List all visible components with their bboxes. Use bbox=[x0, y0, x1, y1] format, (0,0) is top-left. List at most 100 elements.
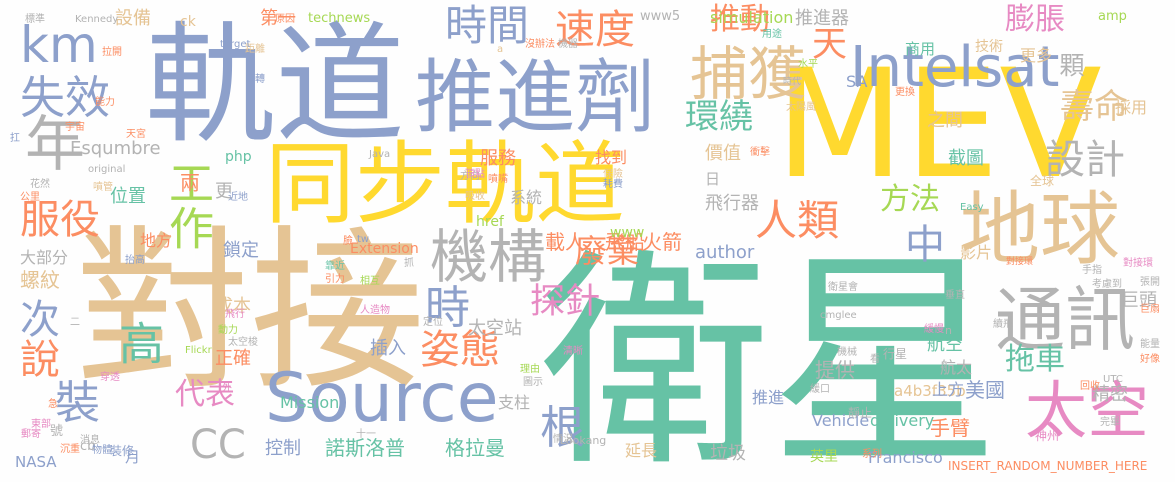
cloud-word: 支柱 bbox=[498, 393, 531, 412]
cloud-word: 通訊 bbox=[995, 279, 1135, 361]
cloud-word: 系列 bbox=[862, 449, 882, 460]
cloud-word: a4b3f35b bbox=[894, 382, 966, 400]
cloud-word: 捕獲 bbox=[690, 40, 807, 108]
cloud-word: 方向 bbox=[460, 171, 480, 182]
cloud-word: 郵寄 bbox=[21, 429, 41, 440]
cloud-word: 第一 bbox=[260, 8, 296, 29]
cloud-word: 東部 bbox=[31, 419, 51, 430]
cloud-word: amp bbox=[1098, 9, 1127, 24]
cloud-word: 物體 bbox=[92, 445, 112, 456]
cloud-word: Intelsat bbox=[850, 35, 1060, 100]
cloud-word: 機構 bbox=[430, 223, 547, 291]
cloud-word: 鎖定 bbox=[223, 240, 259, 261]
cloud-word: 速度 bbox=[555, 7, 635, 53]
cloud-word: 天宮 bbox=[126, 129, 146, 140]
cloud-word: a bbox=[497, 44, 504, 55]
cloud-word: 圖示 bbox=[523, 377, 543, 388]
cloud-word: 推進劑 bbox=[415, 51, 655, 144]
cloud-word: 衝擊 bbox=[750, 147, 770, 158]
cloud-word: 影片 bbox=[960, 243, 993, 262]
cloud-word: 航空 bbox=[927, 334, 963, 355]
cloud-word: 全球 bbox=[1030, 174, 1055, 188]
cloud-word: 考慮到 bbox=[1092, 279, 1122, 290]
cloud-word: target bbox=[220, 39, 251, 50]
cloud-word: 太空站 bbox=[468, 318, 522, 339]
cloud-word: km bbox=[20, 16, 98, 74]
cloud-word: 裝 bbox=[55, 376, 101, 429]
cloud-word: 推進 bbox=[752, 388, 785, 407]
cloud-word: 機器 bbox=[558, 39, 578, 50]
cloud-word: 飛行 bbox=[225, 309, 245, 320]
cloud-word: 控制 bbox=[265, 438, 301, 459]
cloud-word: 理由 bbox=[520, 364, 540, 375]
cloud-word: 天 bbox=[806, 25, 846, 60]
cloud-word: Lookang bbox=[560, 434, 607, 447]
cloud-word: 穿透 bbox=[100, 372, 120, 383]
cloud-word: 位置 bbox=[110, 186, 146, 207]
cloud-word: 沒辦法 bbox=[525, 39, 555, 50]
cloud-word: 行星 bbox=[883, 347, 908, 361]
cloud-word: 垃圾 bbox=[710, 443, 746, 464]
cloud-word: 號 bbox=[50, 424, 64, 439]
cloud-word: delivery bbox=[870, 411, 935, 430]
cloud-word: 外 bbox=[222, 383, 232, 394]
cloud-word: Kennedy bbox=[75, 14, 119, 25]
cloud-word: 方法 bbox=[880, 182, 940, 217]
cloud-word: 續飛 bbox=[993, 319, 1013, 330]
cloud-word: 急 bbox=[48, 399, 58, 410]
cloud-word: 更 bbox=[215, 181, 233, 202]
cloud-word: 保險 bbox=[603, 169, 623, 180]
cloud-word: 消息 bbox=[80, 435, 100, 446]
cloud-word: 插入 bbox=[370, 338, 406, 359]
cloud-word: 同步軌道 bbox=[265, 132, 625, 237]
cloud-word: 近地 bbox=[228, 192, 248, 203]
cloud-word: SA bbox=[846, 72, 868, 91]
cloud-word: 對接 bbox=[75, 211, 425, 414]
cloud-word: 時 bbox=[425, 281, 471, 334]
cloud-word: 截圖 bbox=[948, 148, 984, 169]
cloud-word: Mission bbox=[280, 393, 340, 412]
cloud-word: 沉重 bbox=[60, 444, 80, 455]
cloud-word: 相互 bbox=[360, 276, 380, 287]
cloud-word: 膨脹 bbox=[1005, 2, 1065, 37]
cloud-word: NASA bbox=[15, 453, 57, 471]
cloud-word: 設計 bbox=[1045, 137, 1125, 183]
cloud-word: 神州 bbox=[1035, 429, 1060, 443]
cloud-word: Easy bbox=[960, 202, 984, 213]
cloud-word: 靠近 bbox=[325, 261, 345, 272]
cloud-word: 太空梭 bbox=[228, 337, 258, 348]
cloud-word: 抬高 bbox=[125, 255, 145, 266]
cloud-word: 看 bbox=[870, 354, 880, 365]
cloud-word: 航太 bbox=[940, 358, 973, 377]
cloud-word: 巨頭 bbox=[1121, 290, 1157, 311]
cloud-word: 螺紋 bbox=[20, 268, 60, 292]
cloud-word: 成本 bbox=[215, 296, 251, 317]
cloud-word: 代表 bbox=[175, 377, 235, 412]
cloud-word: 完畢 bbox=[1100, 417, 1120, 428]
cloud-word: 吸收 bbox=[465, 191, 485, 202]
cloud-word: simulation bbox=[710, 8, 794, 27]
cloud-word: MEV bbox=[775, 38, 1102, 212]
cloud-word: www bbox=[610, 225, 645, 241]
cloud-word: 地方 bbox=[140, 231, 173, 250]
cloud-word: 公里 bbox=[20, 192, 40, 203]
cloud-word: 格拉曼 bbox=[445, 436, 505, 460]
cloud-word: 距離 bbox=[245, 44, 265, 55]
cloud-word: 人類 bbox=[755, 196, 840, 245]
cloud-word: 姿態 bbox=[420, 327, 500, 373]
cloud-word: 緩慢 bbox=[924, 324, 944, 335]
cloud-word: 花然 bbox=[30, 179, 50, 190]
cloud-word: 拖車 bbox=[1005, 342, 1065, 377]
cloud-word: ck bbox=[180, 14, 196, 30]
cloud-word: 動力 bbox=[218, 325, 238, 336]
cloud-word: 技術 bbox=[975, 39, 1003, 55]
cloud-word: 拉開 bbox=[102, 47, 122, 58]
cloud-word: 人造物 bbox=[360, 305, 390, 316]
cloud-word: 環繞 bbox=[685, 97, 753, 137]
cloud-word: 手臂 bbox=[930, 416, 970, 440]
cloud-word: 系統 bbox=[510, 188, 543, 207]
cloud-word: technews bbox=[308, 11, 371, 26]
cloud-word: 推動 bbox=[710, 2, 770, 37]
cloud-word: www5 bbox=[640, 9, 681, 24]
cloud-word: php bbox=[225, 149, 252, 165]
